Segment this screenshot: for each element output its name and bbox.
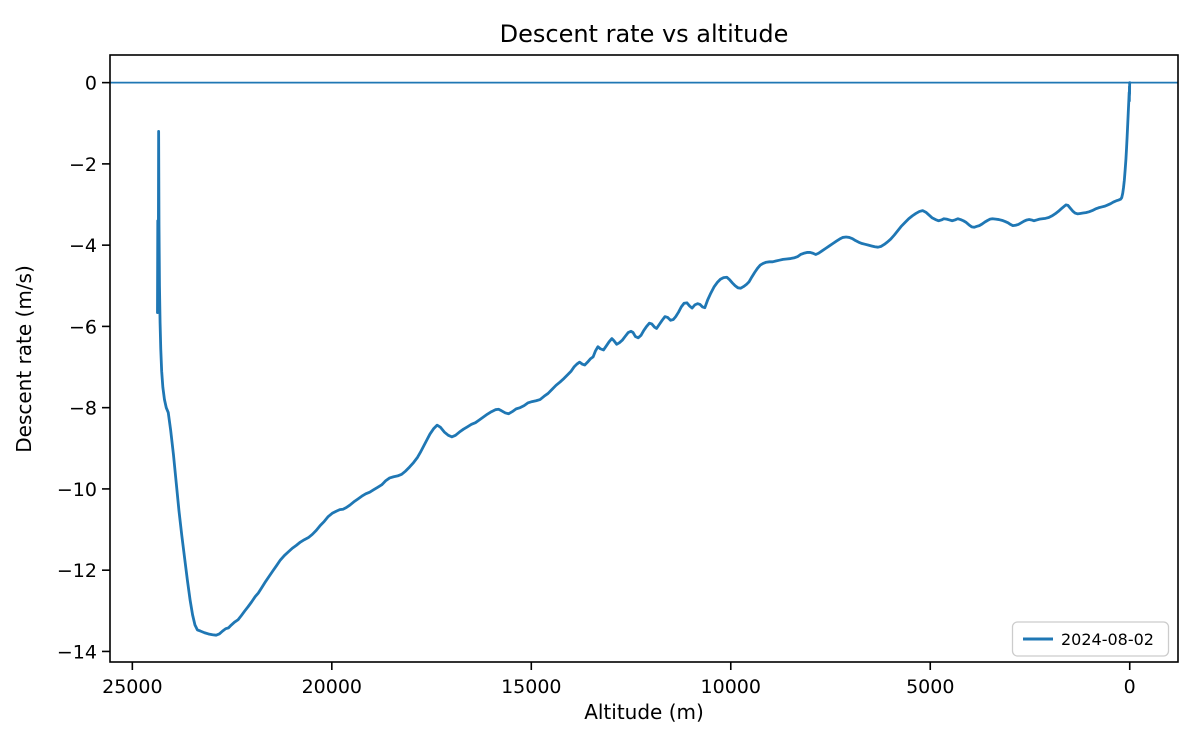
y-tick-label: −14 — [57, 641, 97, 663]
x-tick-label: 0 — [1124, 676, 1136, 698]
x-tick-label: 25000 — [102, 676, 162, 698]
x-axis-label: Altitude (m) — [584, 700, 704, 724]
y-axis: 0 −2 −4 −6 −8 −10 −12 −14 — [57, 73, 110, 663]
chart-title: Descent rate vs altitude — [500, 20, 789, 48]
y-axis-label: Descent rate (m/s) — [12, 265, 36, 453]
legend-box — [1011, 621, 1170, 657]
y-tick-label: −10 — [57, 479, 97, 501]
legend: 2024-08-02 — [1011, 621, 1170, 657]
data-line — [156, 81, 1132, 637]
x-tick-label: 10000 — [701, 676, 761, 698]
series-path — [156, 81, 1132, 637]
x-axis: 25000 20000 15000 10000 5000 0 — [102, 662, 1136, 698]
x-tick-label: 5000 — [906, 676, 954, 698]
y-tick-label: −2 — [69, 154, 97, 176]
legend-entry-label: 2024-08-02 — [1061, 630, 1154, 649]
y-tick-label: −8 — [69, 398, 97, 420]
y-tick-label: −6 — [69, 316, 97, 338]
plot-border — [109, 54, 1179, 663]
y-tick-label: 0 — [85, 73, 97, 95]
y-tick-label: −12 — [57, 560, 97, 582]
x-tick-label: 15000 — [501, 676, 561, 698]
x-tick-label: 20000 — [302, 676, 362, 698]
y-tick-label: −4 — [69, 235, 97, 257]
